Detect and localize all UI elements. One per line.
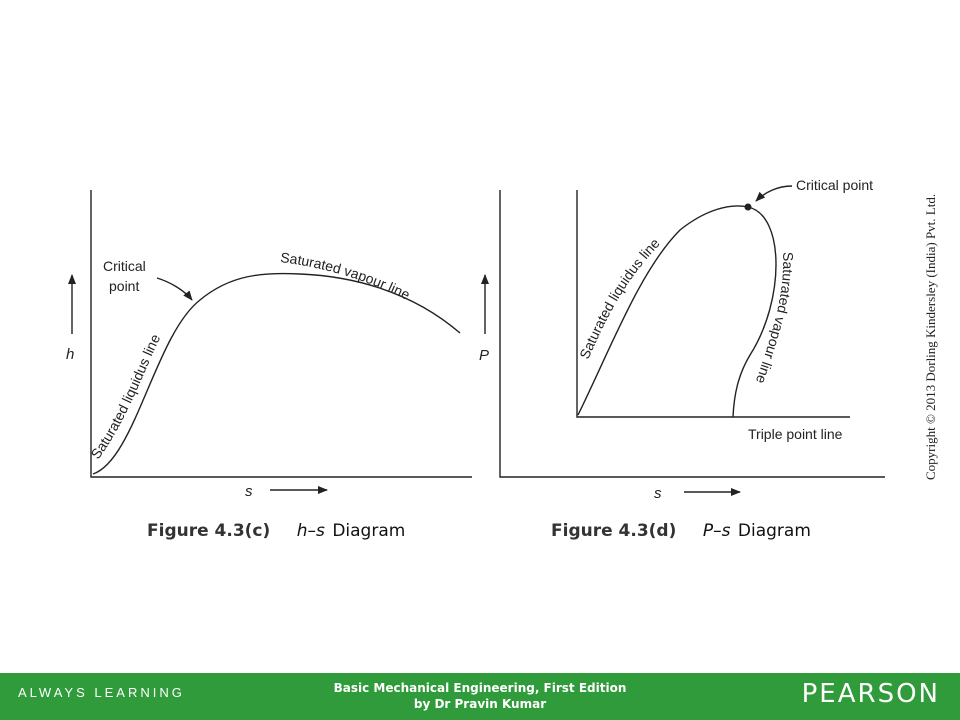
diagram-canvas: h s Critical point Saturated liquidus li… <box>66 177 938 541</box>
hs-critical-point-label-line1: Critical <box>103 258 146 274</box>
hs-saturated-liquidus-label: Saturated liquidus line <box>87 331 163 462</box>
ps-critical-point-label: Critical point <box>796 177 873 193</box>
footer-book-title: Basic Mechanical Engineering, First Edit… <box>333 681 627 695</box>
ps-inner-axes <box>576 190 850 418</box>
hs-h-axis-label: h <box>66 346 74 363</box>
ps-figure-caption: Figure 4.3(d) P–s Diagram <box>551 521 811 541</box>
ps-s-axis-label: s <box>654 485 662 502</box>
ps-triple-point-label: Triple point line <box>748 426 843 442</box>
footer-book-info: Basic Mechanical Engineering, First Edit… <box>0 680 960 712</box>
ps-outer-axes <box>499 190 885 478</box>
hs-critical-point-label-line2: point <box>109 278 139 294</box>
pearson-logo: PEARSON <box>801 679 940 709</box>
hs-saturated-vapour-label: Saturated vapour line <box>280 249 413 303</box>
ps-diagram: Critical point P s Saturated liquidus li… <box>479 177 885 541</box>
hs-critical-point-pointer <box>156 277 193 301</box>
ps-saturated-liquidus-label: Saturated liquidus line <box>576 235 663 361</box>
footer-bar: ALWAYS LEARNING Basic Mechanical Enginee… <box>0 673 960 720</box>
hs-axes <box>90 190 472 478</box>
ps-critical-point-pointer <box>755 185 793 202</box>
hs-diagram: h s Critical point Saturated liquidus li… <box>66 190 472 541</box>
ps-critical-point-marker <box>744 203 752 211</box>
ps-saturated-vapour-label: Saturated vapour line <box>753 252 796 386</box>
footer-tagline: ALWAYS LEARNING <box>18 685 185 700</box>
ps-p-axis-label: P <box>479 347 489 364</box>
hs-s-axis-label: s <box>245 483 253 500</box>
hs-saturation-curve <box>92 272 461 475</box>
footer-author: by Dr Pravin Kumar <box>413 697 547 711</box>
copyright-notice: Copyright © 2013 Dorling Kindersley (Ind… <box>923 194 938 480</box>
hs-figure-caption: Figure 4.3(c) h–s Diagram <box>147 521 405 541</box>
